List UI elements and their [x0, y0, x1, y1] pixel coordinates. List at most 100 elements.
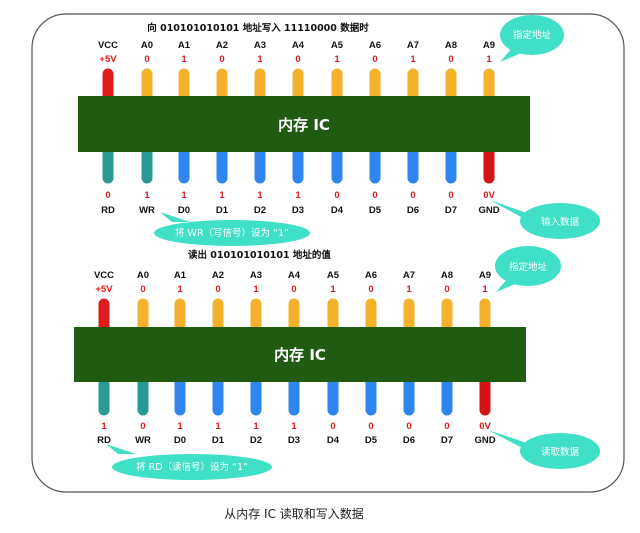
w-pin-wr-value: 1 [144, 190, 150, 201]
r-pin-d0-value: 1 [177, 421, 183, 432]
read-section-title: 读出 010101010101 地址的值 [188, 249, 331, 261]
read-section: 读出 010101010101 地址的值 VCC +5V A0 0 A1 1 A2 0 A3 1 A… [74, 246, 600, 480]
w-pin-a8-value: 0 [448, 54, 453, 65]
r-pin-d1-value: 1 [215, 421, 221, 432]
r-pin-d0-name: D0 [174, 435, 186, 446]
w-pin-a2-name: A2 [216, 40, 228, 51]
w-pin-wr-name: WR [139, 205, 155, 216]
w-pin-d3-value: 1 [295, 190, 301, 201]
read-top-pin-labels: VCC +5V A0 0 A1 1 A2 0 A3 1 A4 0 A5 1 A6 0 A7 1 A8 0 A9 1 [94, 270, 491, 295]
write-memory-chip [78, 96, 530, 152]
w-pin-vcc-name: VCC [98, 40, 118, 51]
r-pin-gnd-value: 0V [479, 421, 491, 432]
w-pin-a7-name: A7 [407, 40, 419, 51]
w-pin-a3-value: 1 [257, 54, 263, 65]
r-pin-a9-value: 1 [482, 284, 488, 295]
r-pin-a6-name: A6 [365, 270, 377, 281]
w-pin-a8-name: A8 [445, 40, 457, 51]
w-pin-d1-value: 1 [219, 190, 225, 201]
r-pin-d2-value: 1 [253, 421, 259, 432]
r-pin-d5-value: 0 [368, 421, 373, 432]
w-pin-d0-name: D0 [178, 205, 190, 216]
r-pin-a2-name: A2 [212, 270, 224, 281]
write-callout-address: 指定地址 [500, 15, 564, 62]
w-pin-d5-name: D5 [369, 205, 382, 216]
r-pin-rd-value: 1 [101, 421, 107, 432]
w-pin-vcc-value: +5V [99, 54, 117, 65]
write-callout-address-text: 指定地址 [513, 29, 552, 41]
w-pin-d5-value: 0 [372, 190, 377, 201]
w-pin-a1-value: 1 [181, 54, 187, 65]
r-pin-a3-value: 1 [253, 284, 259, 295]
r-pin-d1-name: D1 [212, 435, 225, 446]
write-bottom-pins [102, 144, 495, 184]
r-pin-d4-value: 0 [330, 421, 335, 432]
w-pin-a5-value: 1 [334, 54, 340, 65]
r-pin-gnd-name: GND [474, 435, 495, 446]
write-callout-signal: 将 WR（写信号）设为 “1” [154, 212, 310, 246]
w-pin-a6-name: A6 [369, 40, 381, 51]
r-pin-a1-value: 1 [177, 284, 183, 295]
w-pin-a1-name: A1 [178, 40, 191, 51]
write-top-pins [102, 68, 495, 106]
read-memory-chip [74, 327, 526, 382]
w-pin-a2-value: 0 [219, 54, 224, 65]
r-pin-a1-name: A1 [174, 270, 187, 281]
r-pin-d6-value: 0 [406, 421, 411, 432]
w-pin-d6-name: D6 [407, 205, 419, 216]
read-callout-signal: 将 RD（读信号）设为 “1” [106, 444, 272, 480]
read-callout-address-text: 指定地址 [509, 261, 548, 273]
r-pin-a5-name: A5 [327, 270, 340, 281]
write-section: 向 010101010101 地址写入 11110000 数据时 VCC +5V A… [78, 15, 600, 246]
r-pin-d4-name: D4 [327, 435, 340, 446]
write-bottom-pin-labels: 0 RD 1 WR 1 D0 1 D1 1 D2 1 D3 0 D4 0 D5 0 D6 0 D7 0V GND [101, 190, 500, 216]
w-pin-d0-value: 1 [181, 190, 187, 201]
r-pin-a4-value: 0 [291, 284, 296, 295]
r-pin-a5-value: 1 [330, 284, 336, 295]
r-pin-d6-name: D6 [403, 435, 415, 446]
r-pin-a4-name: A4 [288, 270, 301, 281]
r-pin-a6-value: 0 [368, 284, 373, 295]
r-pin-a8-value: 0 [444, 284, 449, 295]
w-pin-a3-name: A3 [254, 40, 266, 51]
figure-caption: 从内存 IC 读取和写入数据 [224, 506, 364, 521]
r-pin-a9-name: A9 [479, 270, 491, 281]
r-pin-a0-value: 0 [140, 284, 145, 295]
read-bottom-pin-labels: 1 RD 0 WR 1 D0 1 D1 1 D2 1 D3 0 D4 0 D5 0 D6 0 D7 0V GND [97, 421, 496, 446]
r-pin-a2-value: 0 [215, 284, 220, 295]
r-pin-vcc-name: VCC [94, 270, 114, 281]
r-pin-wr-name: WR [135, 435, 151, 446]
write-callout-signal-text: 将 WR（写信号）设为 “1” [175, 227, 289, 239]
w-pin-rd-name: RD [101, 205, 115, 216]
w-pin-d2-name: D2 [254, 205, 266, 216]
r-pin-a8-name: A8 [441, 270, 453, 281]
r-pin-d2-name: D2 [250, 435, 262, 446]
read-bottom-pins [98, 374, 491, 416]
w-pin-d4-value: 0 [334, 190, 339, 201]
w-pin-d7-value: 0 [448, 190, 453, 201]
w-pin-gnd-value: 0V [483, 190, 495, 201]
read-callout-signal-text: 将 RD（读信号）设为 “1” [136, 461, 248, 473]
w-pin-a9-name: A9 [483, 40, 495, 51]
r-pin-a7-name: A7 [403, 270, 415, 281]
write-top-pin-labels: VCC +5V A0 0 A1 1 A2 0 A3 1 A4 0 A5 1 A6 0 A7 1 A8 0 A9 1 [98, 40, 495, 65]
read-callout-data: 读取数据 [488, 430, 600, 469]
w-pin-a5-name: A5 [331, 40, 344, 51]
w-pin-d6-value: 0 [410, 190, 415, 201]
w-pin-a7-value: 1 [410, 54, 416, 65]
w-pin-a4-value: 0 [295, 54, 300, 65]
r-pin-d3-name: D3 [288, 435, 300, 446]
w-pin-gnd-name: GND [478, 205, 499, 216]
w-pin-d2-value: 1 [257, 190, 263, 201]
w-pin-a4-name: A4 [292, 40, 305, 51]
w-pin-d3-name: D3 [292, 205, 304, 216]
w-pin-d1-name: D1 [216, 205, 229, 216]
r-pin-d3-value: 1 [291, 421, 297, 432]
write-callout-data: 输入数据 [490, 200, 600, 239]
r-pin-d7-value: 0 [444, 421, 449, 432]
r-pin-wr-value: 0 [140, 421, 145, 432]
w-pin-a0-name: A0 [141, 40, 153, 51]
read-top-pins [98, 298, 491, 336]
r-pin-rd-name: RD [97, 435, 111, 446]
